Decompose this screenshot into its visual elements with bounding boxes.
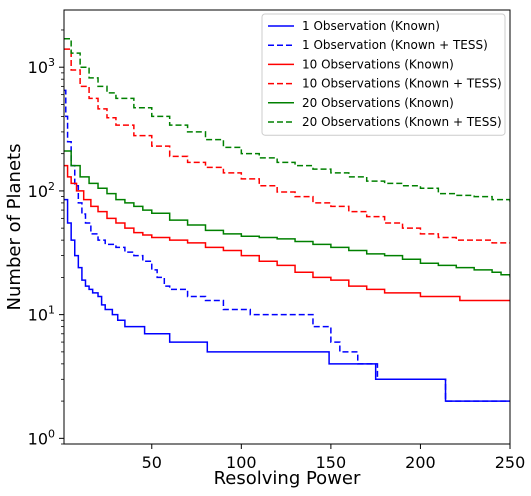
- x-tick-label: 250: [495, 453, 526, 472]
- series-line-6: [64, 37, 510, 205]
- legend: 1 Observation (Known) 1 Observation (Know…: [261, 13, 506, 136]
- series-layer: [64, 37, 510, 402]
- legend-box: [261, 13, 506, 136]
- legend-label: 1 Observation (Known): [302, 19, 440, 33]
- y-tick-label: 101: [28, 304, 55, 325]
- x-tick-label: 100: [226, 453, 257, 472]
- legend-label: 10 Observations (Known): [302, 57, 454, 71]
- legend-label: 10 Observations (Known + TESS): [302, 77, 502, 91]
- axes-frame: [63, 9, 511, 445]
- series-line-2: [64, 89, 510, 402]
- legend-label: 20 Observations (Known + TESS): [302, 115, 502, 129]
- series-line-3: [64, 164, 510, 302]
- ticks-layer: 50 100 150 200 250 100 101 102 103: [28, 29, 526, 472]
- legend-label: 1 Observation (Known + TESS): [302, 38, 488, 52]
- y-axis-label: Number of Planets: [4, 144, 25, 311]
- series-line-4: [64, 48, 510, 244]
- y-tick-label: 102: [28, 180, 55, 201]
- y-tick-label: 103: [28, 56, 55, 77]
- series-line-1: [64, 198, 510, 402]
- x-axis-label: Resolving Power: [214, 468, 361, 489]
- series-line-5: [64, 150, 510, 278]
- x-tick-label: 200: [405, 453, 436, 472]
- y-tick-label: 100: [28, 427, 55, 448]
- x-tick-label: 150: [316, 453, 347, 472]
- legend-label: 20 Observations (Known): [302, 96, 454, 110]
- x-tick-label: 50: [142, 453, 162, 472]
